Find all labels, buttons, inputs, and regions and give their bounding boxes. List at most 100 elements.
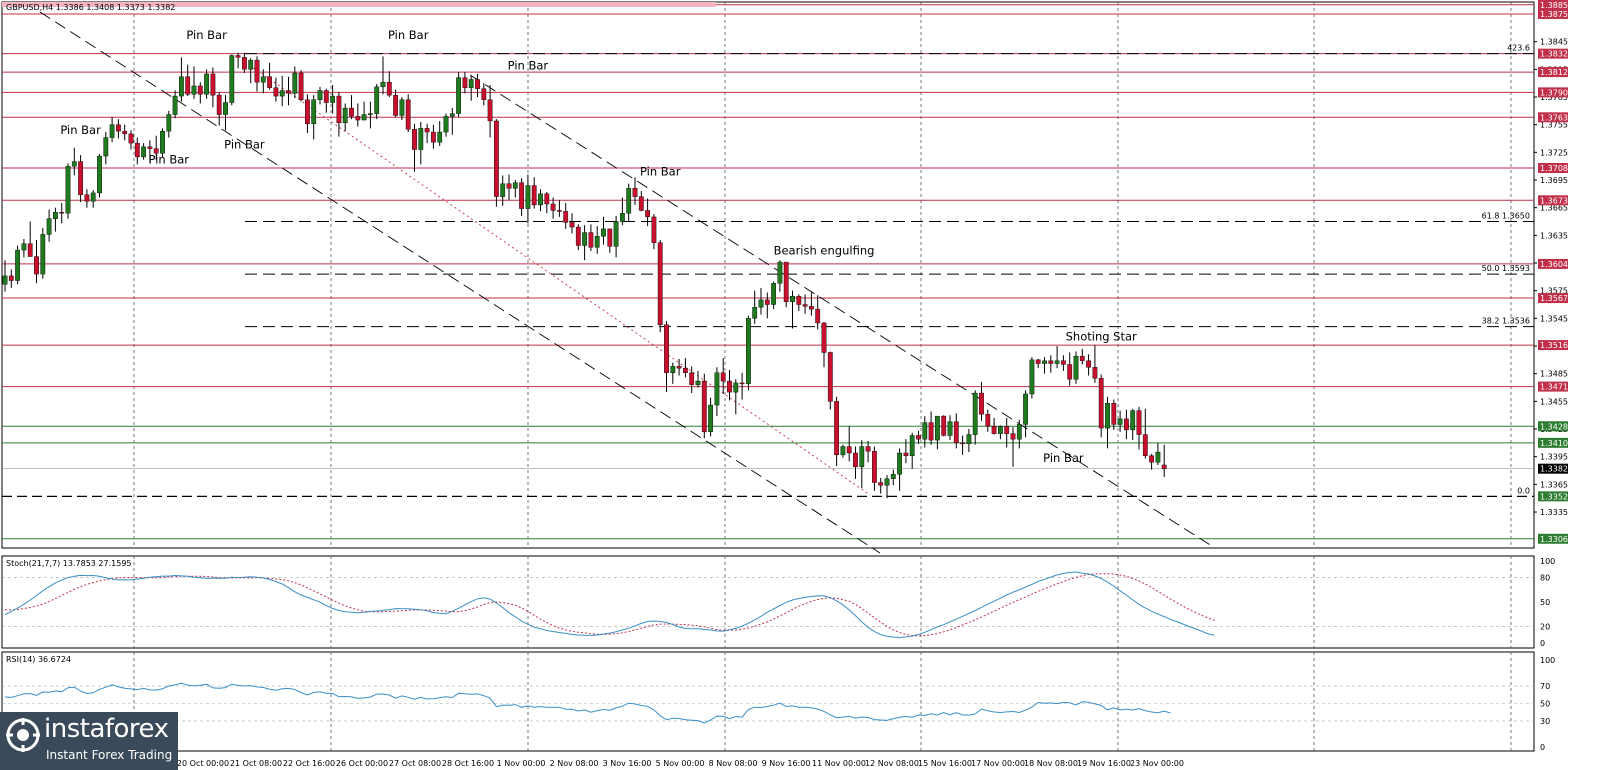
bull-candle: [53, 212, 58, 219]
bear-candle: [632, 188, 638, 197]
bull-candle: [15, 249, 20, 281]
bull-candle: [525, 185, 531, 209]
x-tick-label: 17 Nov 00:00: [971, 759, 1025, 768]
rsi-panel-frame: [1, 651, 1535, 752]
bear-candle: [323, 90, 329, 103]
bull-candle: [172, 95, 178, 115]
bear-candle: [241, 57, 247, 70]
price-tag-label: 1.3875: [1540, 10, 1568, 19]
bear-candle: [235, 55, 241, 58]
y-tick-label: 1.3365: [1540, 480, 1568, 489]
bull-candle: [998, 426, 1003, 434]
stoch-tick-label: 50: [1540, 598, 1550, 607]
bear-candle: [115, 124, 121, 132]
bear-candle: [991, 426, 997, 434]
bull-candle: [620, 213, 625, 222]
bear-candle: [809, 306, 814, 310]
price-tag-box: [1538, 381, 1568, 392]
bear-candle: [519, 182, 525, 209]
bear-candle: [815, 308, 821, 324]
bull-candle: [248, 59, 254, 70]
channel-upper-line: [469, 74, 1216, 549]
bull-candle: [582, 232, 588, 246]
bear-candle: [802, 304, 808, 307]
bear-candle: [1136, 410, 1142, 435]
price-tag-label: 1.3516: [1540, 341, 1568, 350]
bear-candle: [506, 183, 512, 189]
pattern-annotation: Pin Bar: [186, 28, 227, 42]
bull-candle: [613, 221, 619, 247]
instaforex-logo: instaforex Instant Forex Trading: [0, 712, 178, 770]
bull-candle: [97, 155, 102, 194]
bull-candle: [21, 243, 27, 251]
x-tick-label: 15 Nov 16:00: [918, 759, 972, 768]
bear-candle: [575, 226, 581, 246]
bear-candle: [872, 450, 877, 483]
bull-candle: [733, 382, 739, 393]
bear-candle: [550, 203, 556, 211]
bear-candle: [683, 367, 688, 373]
bull-candle: [2, 275, 8, 285]
bear-candle: [386, 82, 392, 96]
y-tick-label: 1.3395: [1540, 453, 1568, 462]
bear-candle: [128, 133, 134, 144]
bull-candle: [65, 165, 71, 214]
price-tag-box: [1538, 437, 1568, 448]
logo-name: instaforex: [44, 714, 169, 744]
pattern-annotation: Bearish engulfing: [774, 244, 875, 258]
x-tick-label: 20 Oct 00:00: [177, 759, 229, 768]
fibonacci-label: 61.8 1.3650: [1482, 212, 1530, 221]
bear-candle: [78, 161, 84, 195]
stoch-tick-label: 80: [1540, 573, 1550, 582]
price-tag-box: [1538, 340, 1568, 351]
bull-candle: [859, 446, 865, 468]
rsi-line: [4, 682, 1171, 724]
price-tag-label: 1.3604: [1540, 260, 1568, 269]
price-tag-label: 1.3763: [1540, 113, 1568, 122]
bull-candle: [330, 95, 335, 103]
bear-candle: [569, 222, 575, 228]
y-tick-label: 1.3455: [1540, 397, 1568, 406]
bear-candle: [928, 422, 934, 441]
bull-candle: [1029, 359, 1035, 395]
rsi-panel: 100 70 50 30 0: [1, 651, 1555, 752]
bear-candle: [607, 228, 613, 247]
price-tag-box: [1538, 0, 1568, 10]
price-tag-label: 1.3812: [1540, 68, 1568, 77]
bear-candle: [985, 414, 991, 427]
bull-candle: [1042, 360, 1047, 364]
stoch-tick-label: 20: [1540, 623, 1550, 632]
bull-candle: [103, 137, 109, 157]
bear-candle: [651, 216, 657, 243]
bear-candle: [1111, 402, 1117, 425]
bear-candle: [916, 435, 921, 440]
bear-candle: [1149, 455, 1155, 463]
bull-candle: [972, 392, 978, 435]
price-tag-label: 1.3306: [1540, 535, 1568, 544]
bull-candle: [311, 99, 317, 124]
bull-candle: [443, 116, 449, 133]
bear-candle: [349, 107, 354, 117]
bear-candle: [1092, 367, 1098, 379]
bull-candle: [790, 296, 795, 302]
bull-candle: [279, 90, 285, 97]
bull-candle: [777, 261, 783, 284]
price-tag-box: [1538, 8, 1568, 19]
bear-candle: [544, 193, 550, 205]
bull-candle: [890, 474, 896, 480]
bull-candle: [468, 79, 474, 88]
bull-candle: [1016, 424, 1022, 440]
bull-candle: [714, 372, 720, 406]
bear-candle: [462, 77, 468, 88]
price-tag-label: 1.3567: [1540, 294, 1568, 303]
bear-candle: [481, 88, 487, 100]
bear-candle: [1123, 418, 1129, 431]
bear-candle: [254, 59, 260, 83]
bear-candle: [273, 87, 279, 97]
bull-candle: [708, 404, 714, 432]
price-tag-box: [1538, 87, 1568, 98]
bear-candle: [689, 372, 695, 385]
price-tag-label: 1.3790: [1540, 88, 1568, 97]
bear-candle: [727, 380, 732, 393]
bear-candle: [645, 210, 651, 218]
